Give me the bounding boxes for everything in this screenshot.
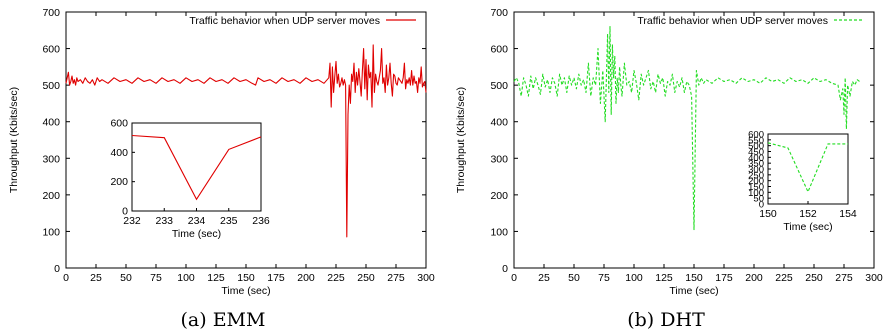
inset-y-tick-label: 200 — [110, 176, 128, 188]
inset-frame — [131, 122, 262, 212]
inset-y-tick-label: 400 — [110, 147, 128, 159]
inset-x-tick-label: 232 — [123, 215, 141, 227]
x-tick-label: 250 — [357, 272, 375, 284]
x-tick-label: 75 — [598, 272, 610, 284]
y-axis-label: Throughput (Kbits/sec) — [455, 87, 467, 193]
inset-y-tick-label: 450 — [748, 147, 764, 158]
x-axis-label: Time (sec) — [669, 285, 718, 297]
x-tick-label: 300 — [417, 272, 435, 284]
y-tick-label: 400 — [490, 117, 508, 129]
inset-x-tick-label: 152 — [799, 208, 817, 220]
x-tick-label: 50 — [120, 272, 132, 284]
x-tick-label: 125 — [207, 272, 225, 284]
y-tick-label: 700 — [490, 7, 508, 19]
x-tick-label: 100 — [177, 272, 195, 284]
inset-frame — [767, 133, 849, 205]
inset-y-tick-label: 0 — [122, 206, 128, 218]
x-tick-label: 25 — [538, 272, 550, 284]
x-tick-label: 150 — [237, 272, 255, 284]
series-line — [65, 44, 427, 238]
figure-caption: (b) DHT — [627, 309, 705, 331]
x-tick-label: 0 — [63, 272, 69, 284]
inset-series-line — [767, 142, 848, 194]
inset-y-tick-label: 600 — [110, 118, 128, 130]
y-axis-label: Throughput (Kbits/sec) — [8, 87, 20, 193]
y-tick-label: 200 — [490, 190, 508, 202]
y-tick-label: 500 — [490, 80, 508, 92]
series-line — [513, 26, 860, 231]
inset-y-tick-label: 100 — [748, 188, 764, 199]
inset-y-tick-label: 500 — [748, 141, 764, 152]
inset-x-axis-label: Time (sec) — [783, 221, 832, 233]
x-tick-label: 200 — [297, 272, 315, 284]
inset-x-tick-label: 235 — [220, 215, 238, 227]
y-tick-label: 0 — [54, 263, 60, 275]
x-tick-label: 0 — [511, 272, 517, 284]
x-tick-label: 75 — [150, 272, 162, 284]
inset-y-tick-label: 200 — [748, 176, 764, 187]
y-tick-label: 600 — [42, 44, 60, 56]
inset-x-tick-label: 233 — [155, 215, 173, 227]
y-tick-label: 400 — [42, 117, 60, 129]
inset-y-tick-label: 400 — [748, 153, 764, 164]
inset-y-tick-label: 0 — [759, 200, 764, 211]
x-tick-label: 125 — [655, 272, 673, 284]
y-tick-label: 700 — [42, 7, 60, 19]
inset-y-tick-label: 350 — [748, 159, 764, 170]
x-tick-label: 150 — [685, 272, 703, 284]
inset-x-tick-label: 154 — [839, 208, 857, 220]
inset-x-axis-label: Time (sec) — [172, 228, 221, 240]
x-tick-label: 250 — [805, 272, 823, 284]
y-tick-label: 600 — [490, 44, 508, 56]
y-tick-label: 0 — [502, 263, 508, 275]
x-tick-label: 225 — [327, 272, 345, 284]
x-tick-label: 100 — [625, 272, 643, 284]
inset-x-tick-label: 234 — [188, 215, 206, 227]
inset-y-tick-label: 150 — [748, 182, 764, 193]
x-tick-label: 50 — [568, 272, 580, 284]
y-tick-label: 200 — [42, 190, 60, 202]
inset-y-tick-label: 50 — [753, 194, 764, 205]
inset-x-tick-label: 150 — [759, 208, 777, 220]
x-tick-label: 300 — [865, 272, 883, 284]
y-tick-label: 500 — [42, 80, 60, 92]
x-tick-label: 275 — [835, 272, 853, 284]
x-tick-label: 200 — [745, 272, 763, 284]
x-tick-label: 225 — [775, 272, 793, 284]
y-tick-label: 100 — [490, 226, 508, 238]
y-tick-label: 300 — [42, 153, 60, 165]
inset-y-tick-label: 300 — [748, 165, 764, 176]
chart-dht: 0 25 50 75 100 125 150 175 200 225 250 275 300010020… — [455, 7, 883, 331]
y-tick-label: 100 — [42, 226, 60, 238]
legend-label: Traffic behavior when UDP server moves — [637, 15, 828, 27]
figure-caption: (a) EMM — [181, 309, 266, 331]
x-tick-label: 175 — [267, 272, 285, 284]
chart-emm: 0 25 50 75 100 125 150 175 200 225 250 275 300 0 100 20… — [8, 7, 435, 331]
y-tick-label: 300 — [490, 153, 508, 165]
x-tick-label: 275 — [387, 272, 405, 284]
legend-label: Traffic behavior when UDP server moves — [189, 15, 380, 27]
inset-y-tick-label: 250 — [748, 170, 764, 181]
inset-x-tick-label: 236 — [252, 215, 270, 227]
x-tick-label: 175 — [715, 272, 733, 284]
inset-y-tick-label: 550 — [748, 135, 764, 146]
inset-y-tick-label: 600 — [748, 130, 764, 141]
inset-series-line — [131, 134, 262, 201]
x-axis-label: Time (sec) — [221, 285, 270, 297]
x-tick-label: 25 — [90, 272, 102, 284]
